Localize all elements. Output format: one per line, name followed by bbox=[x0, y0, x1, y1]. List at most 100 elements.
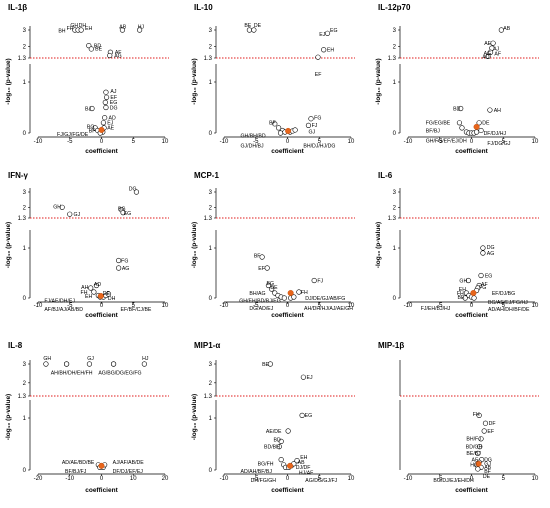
data-point bbox=[103, 94, 110, 100]
data-point bbox=[462, 295, 468, 301]
data-point bbox=[88, 46, 94, 52]
x-tick-label: 5 bbox=[502, 476, 506, 482]
data-point bbox=[103, 89, 109, 95]
y-tick-label: 2 bbox=[393, 44, 397, 50]
data-point bbox=[490, 40, 496, 46]
point-label: HJ bbox=[470, 463, 477, 469]
panel-2: IL-10 1.3 2 3 0 1 -log₁₀ (p-value) -10 -5 0 5 10 coe… bbox=[191, 3, 355, 155]
panel-title: IL-6 bbox=[378, 171, 393, 180]
panel-title: IFN-γ bbox=[8, 171, 29, 180]
point-label: EJ bbox=[107, 121, 113, 127]
data-point bbox=[88, 285, 94, 291]
x-axis-label: coefficient bbox=[85, 148, 118, 155]
point-label: EH bbox=[300, 455, 307, 461]
data-point bbox=[478, 436, 484, 442]
point-label: EH bbox=[459, 287, 466, 293]
x-tick-label: 5 bbox=[132, 303, 136, 309]
data-point bbox=[63, 361, 70, 367]
point-label: EJ bbox=[307, 375, 313, 381]
data-point bbox=[465, 277, 471, 284]
data-point bbox=[251, 27, 257, 33]
highlight-point bbox=[287, 462, 294, 469]
y-tick-label: 2 bbox=[23, 381, 27, 387]
data-point bbox=[67, 211, 73, 217]
point-label: FH bbox=[81, 290, 88, 296]
data-point bbox=[476, 120, 482, 126]
x-tick-label: 10 bbox=[130, 476, 137, 482]
point-label: BH bbox=[58, 29, 65, 35]
highlight-point bbox=[473, 123, 480, 130]
y-tick-label: 1.3 bbox=[388, 56, 397, 62]
panel-8: MIP1-α 1.3 2 3 0 1 -log₁₀ (p-value) -10 -5 0 5 10 co… bbox=[191, 341, 355, 494]
panel-title: IL-10 bbox=[194, 3, 213, 12]
panel-7: IL-8 1.3 2 3 0 1 -log₁₀ (p-value) -20 -10 0 10 20 co… bbox=[5, 341, 169, 494]
y-tick-label: 0 bbox=[23, 131, 27, 137]
point-label: DE bbox=[103, 291, 111, 297]
y-tick-label: 1.3 bbox=[204, 394, 213, 400]
point-label: BE bbox=[244, 23, 251, 29]
y-tick-label: 1 bbox=[209, 80, 213, 86]
data-point bbox=[259, 254, 265, 260]
point-label: EH bbox=[327, 48, 334, 54]
data-point bbox=[277, 130, 284, 136]
panel-title: MCP-1 bbox=[194, 171, 219, 180]
point-label: BG/FH bbox=[258, 462, 274, 468]
y-tick-label: 0 bbox=[209, 296, 213, 302]
x-tick-label: -10 bbox=[220, 303, 229, 309]
point-label: DG/AD/EJ bbox=[249, 306, 273, 312]
y-tick-label: 3 bbox=[23, 362, 27, 368]
data-point bbox=[480, 250, 486, 256]
point-label: BD bbox=[274, 438, 281, 444]
y-tick-label: 1 bbox=[209, 416, 213, 422]
point-label: AH/DH/HJ/AJ/AE/GH bbox=[304, 306, 353, 312]
data-point bbox=[308, 116, 314, 122]
point-label: AG/BG/DG/EG/FG bbox=[98, 370, 141, 376]
point-label: AF bbox=[494, 52, 501, 58]
point-label: GH bbox=[43, 356, 51, 362]
point-label: FJ bbox=[312, 123, 318, 129]
point-label: AH bbox=[81, 285, 88, 291]
x-tick-label: 5 bbox=[502, 139, 506, 145]
y-axis-label: -log₁₀ (p-value) bbox=[5, 394, 12, 440]
data-point bbox=[285, 428, 291, 434]
point-label: AJ bbox=[493, 47, 499, 53]
point-label: EF/BF/CJ/BE bbox=[121, 307, 152, 313]
data-point bbox=[278, 457, 284, 463]
point-label: HJ bbox=[142, 356, 149, 362]
highlight-point bbox=[475, 460, 482, 467]
point-label: DE bbox=[270, 285, 278, 291]
x-tick-label: 0 bbox=[470, 476, 474, 482]
data-point bbox=[321, 47, 327, 53]
y-tick-label: 1.3 bbox=[18, 216, 27, 222]
data-point bbox=[458, 105, 464, 112]
x-tick-label: 5 bbox=[502, 303, 506, 309]
point-label: GJ bbox=[484, 462, 491, 468]
data-point bbox=[459, 125, 465, 131]
x-tick-label: 0 bbox=[100, 303, 104, 309]
point-label: AH/BH/DH/EH/FH bbox=[51, 370, 93, 376]
y-axis-label: -log₁₀ (p-value) bbox=[191, 58, 198, 104]
x-axis-label: coefficient bbox=[271, 487, 304, 494]
data-point bbox=[116, 265, 122, 271]
point-label: FJ/AE/DH/EJ bbox=[44, 298, 75, 304]
highlight-point bbox=[287, 290, 294, 297]
x-tick-label: -10 bbox=[404, 139, 413, 145]
data-point bbox=[264, 265, 270, 271]
x-tick-label: 0 bbox=[100, 139, 104, 145]
point-label: AE bbox=[484, 41, 491, 47]
point-label: BH/FJ bbox=[466, 437, 481, 443]
x-axis-label: coefficient bbox=[271, 148, 304, 155]
x-tick-label: 5 bbox=[318, 476, 322, 482]
point-label: BE bbox=[262, 362, 269, 368]
data-point bbox=[475, 450, 481, 456]
point-label: EF bbox=[487, 429, 494, 435]
data-point bbox=[267, 361, 273, 367]
point-label: DF/DJ/EF/EJ bbox=[113, 469, 144, 475]
y-tick-label: 3 bbox=[209, 190, 213, 196]
x-tick-label: 10 bbox=[532, 303, 539, 309]
y-tick-label: 3 bbox=[23, 28, 27, 34]
y-tick-label: 1 bbox=[393, 80, 397, 86]
data-point bbox=[103, 104, 109, 111]
y-tick-label: 3 bbox=[393, 28, 397, 34]
